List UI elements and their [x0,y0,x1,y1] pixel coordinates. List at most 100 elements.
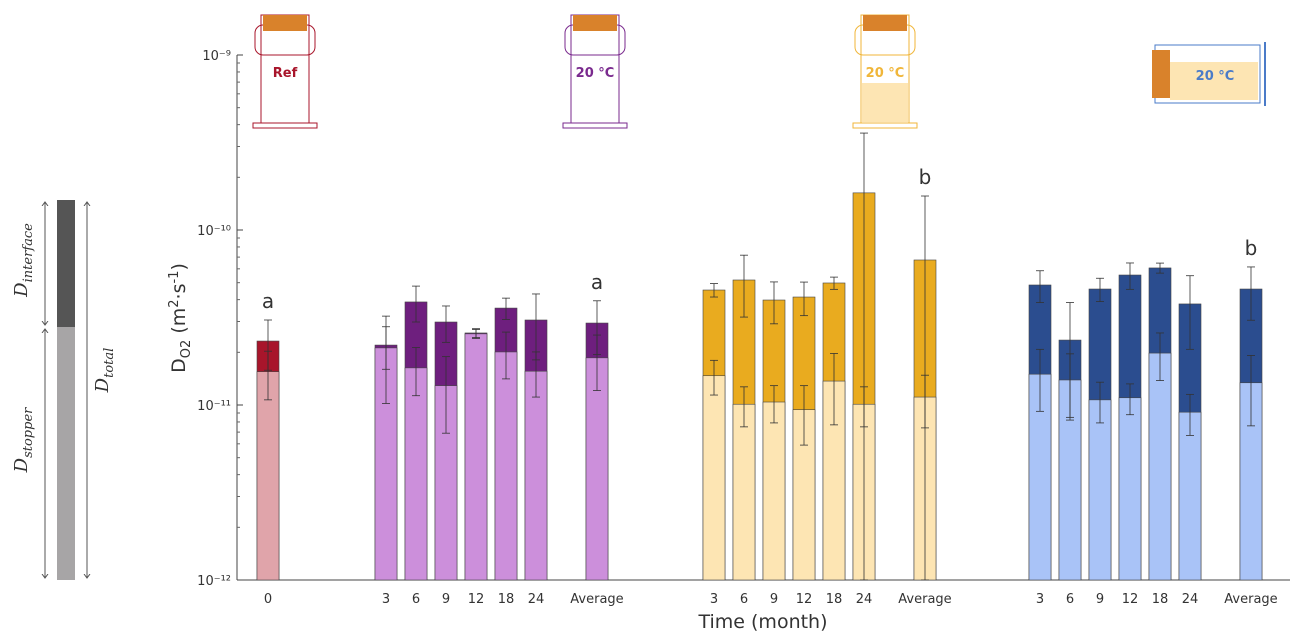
x-tick-label: Average [1224,592,1277,607]
x-tick-label: 9 [770,592,778,607]
ylabel-part: 2 [167,299,182,307]
subscript: interface [21,223,36,283]
error-bar [800,385,808,446]
error-bar [412,347,420,397]
ylabel-part: D [168,358,190,373]
significance-letter: a [591,270,603,294]
error-bar [1186,275,1194,350]
x-tick-label: 18 [826,592,843,607]
error-bar [770,281,778,325]
y-tick-label: 10⁻¹¹ [197,399,231,414]
error-bar [442,356,450,434]
interface-block [57,200,75,327]
error-bar [710,359,718,396]
x-tick-label: 3 [382,592,390,607]
bar [1088,399,1112,581]
error-bar [264,350,272,401]
error-bar [1156,262,1164,274]
container-icon: 20 °C [562,14,628,129]
x-tick-label: 18 [498,592,515,607]
bar [464,333,488,581]
stopper [573,15,617,31]
x-tick-label: 6 [412,592,420,607]
error-bar [770,385,778,424]
container-icon: 20 °C [852,14,918,129]
x-tick-label: 12 [796,592,813,607]
x-tick-label: 24 [528,592,545,607]
x-tick-label: 6 [740,592,748,607]
error-bar [830,353,838,426]
bar [732,403,756,581]
error-bar [532,351,540,398]
error-bar [502,331,510,380]
stopper-label: Dstopper [11,407,36,473]
error-bar [1247,266,1255,321]
container-icon: 20 °C [1152,42,1266,106]
interface-label: Dinterface [11,223,36,298]
vial-base [252,122,318,129]
bar [524,370,548,581]
icon-label: Ref [273,66,298,81]
icon-label: 20 °C [866,66,905,81]
stopper-block [57,327,75,580]
y-tick-label: 10⁻¹² [197,574,231,589]
subscript: total [102,348,117,378]
error-bar [1096,277,1104,302]
ylabel-part: ) [168,263,190,270]
ylabel-part: -1 [167,271,182,284]
error-bar [1126,383,1134,416]
x-tick-label: 3 [1036,592,1044,607]
x-axis-label: Time (month) [697,611,827,633]
error-bar [860,386,868,428]
bar [1118,397,1142,581]
error-bar [1126,262,1134,290]
bar [494,351,518,581]
error-bar [740,386,748,428]
bar [585,357,609,581]
y-tick-label: 10⁻⁹ [202,49,231,64]
bar [1148,352,1172,581]
error-bar [1247,355,1255,427]
error-bar [921,374,929,429]
icon-label: 20 °C [1196,69,1235,84]
error-bar [1036,348,1044,412]
error-bar [830,276,838,290]
x-tick-label: 3 [710,592,718,607]
x-tick-label: 9 [442,592,450,607]
y-tick-label: 10⁻¹⁰ [197,224,231,239]
liquid [862,83,908,122]
ylabel-part: (m [168,308,190,340]
ylabel-part: O2 [179,340,194,359]
error-bar [1156,332,1164,381]
subscript: stopper [21,407,36,458]
bar [762,401,786,581]
stopper [1152,50,1170,98]
x-tick-label: Average [898,592,951,607]
symbol: D [11,457,32,473]
error-bar [502,297,510,320]
x-tick-label: 12 [468,592,485,607]
error-bar [1186,393,1194,436]
error-bar [860,132,868,581]
container-icon: Ref [252,14,318,129]
error-bar [800,281,808,317]
x-tick-label: 9 [1096,592,1104,607]
x-tick-label: 24 [1182,592,1199,607]
ylabel-part: ·s [168,284,190,300]
error-bar [593,334,601,391]
vial-base [562,122,628,129]
stopper [863,15,907,31]
error-bar [442,305,450,343]
significance-letter: b [919,165,932,189]
symbol: D [92,377,113,393]
x-tick-label: 24 [856,592,873,607]
x-tick-label: 12 [1122,592,1139,607]
stopper [263,15,307,31]
bar [702,375,726,581]
y-axis-label: DO2 (m2·s-1) [167,263,194,373]
bar [404,367,428,581]
error-bar [1096,381,1104,424]
bar [1178,411,1202,581]
error-bar [472,329,480,339]
